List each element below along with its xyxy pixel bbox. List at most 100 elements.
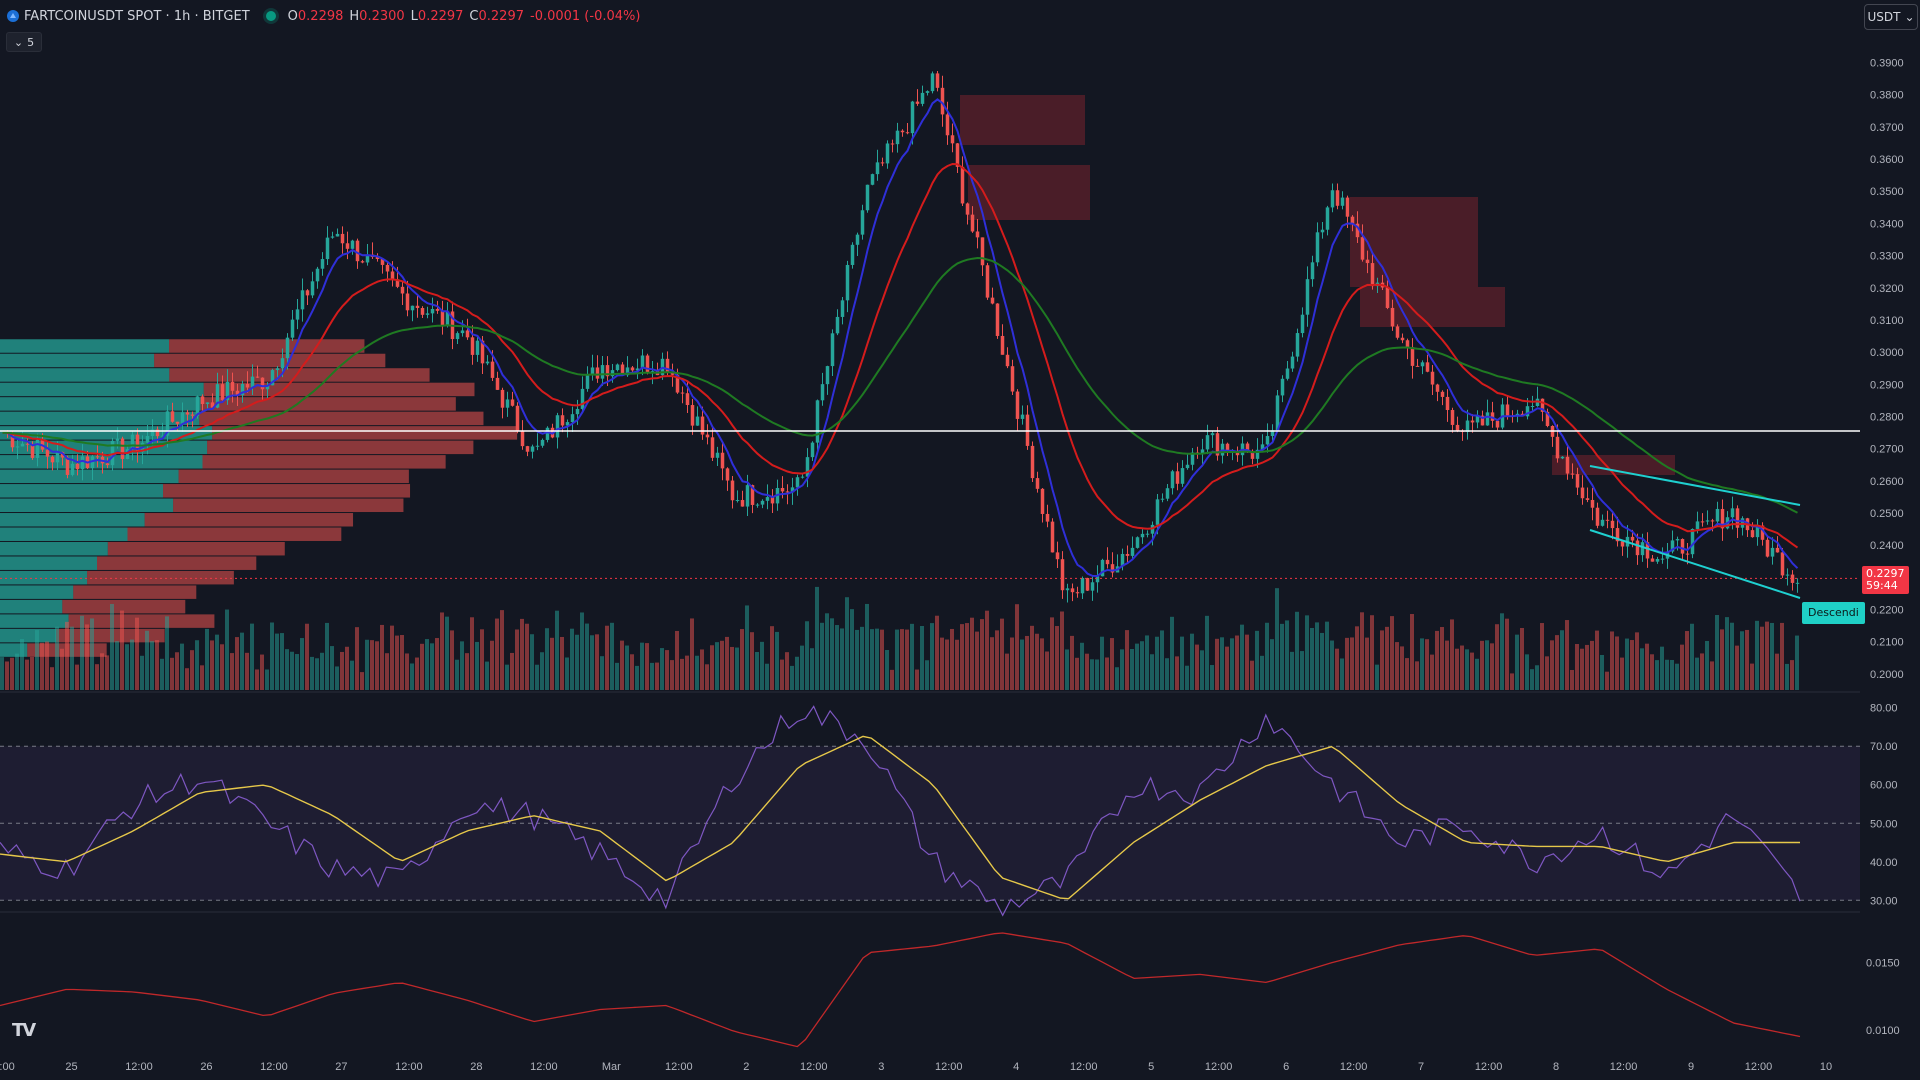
candle-body — [1000, 335, 1005, 355]
volume-bar — [295, 654, 299, 690]
candle-body — [1615, 528, 1620, 542]
candle-body — [875, 162, 880, 175]
candle-body — [400, 286, 405, 294]
candle-body — [1015, 391, 1020, 419]
volume-bar — [550, 637, 554, 690]
candle-body — [390, 271, 395, 280]
volume-bar — [1285, 620, 1289, 690]
indicators-collapse-button[interactable]: ⌄ 5 — [6, 32, 42, 52]
candle-body — [950, 135, 955, 144]
candle-body — [1455, 424, 1460, 431]
candle-body — [1160, 498, 1165, 500]
candle-body — [125, 449, 130, 459]
candle-body — [1370, 263, 1375, 287]
candle-body — [935, 73, 940, 88]
rsi-axis-label: 60.00 — [1870, 780, 1898, 792]
rsi-axis-label: 70.00 — [1870, 741, 1898, 753]
volume-bar — [765, 663, 769, 690]
candle-body — [815, 400, 820, 443]
volume-bar — [1675, 663, 1679, 690]
symbol-title[interactable]: FARTCOINUSDT SPOT · 1h · BITGET — [24, 8, 250, 24]
candle-body — [675, 374, 680, 393]
candle-body — [420, 308, 425, 315]
volume-bar — [930, 623, 934, 690]
volume-bar — [1490, 643, 1494, 690]
candle-body — [470, 337, 475, 355]
candle-body — [1700, 521, 1705, 523]
volume-bar — [1240, 624, 1244, 690]
volume-bar — [1575, 643, 1579, 690]
volume-bar — [145, 630, 149, 690]
volume-profile-up-bar — [0, 484, 164, 498]
candle-body — [780, 488, 785, 492]
volume-bar — [1150, 654, 1154, 690]
time-axis-label: 12:00 — [1610, 1061, 1638, 1073]
currency-button[interactable]: USDT ⌄ — [1864, 4, 1918, 30]
time-axis-label: 12:00 — [1475, 1061, 1503, 1073]
volume-bar — [1160, 630, 1164, 690]
volume-bar — [170, 657, 174, 690]
volume-bar — [575, 634, 579, 690]
volume-bar — [555, 610, 559, 690]
candle-body — [910, 101, 915, 134]
volume-bar — [880, 629, 884, 690]
candle-body — [295, 309, 300, 320]
volume-profile-down-bar — [97, 556, 257, 570]
candle-body — [800, 476, 805, 478]
ohlc-high: H0.2300 — [349, 8, 405, 24]
candle-body — [1200, 449, 1205, 454]
candle-body — [1340, 197, 1345, 206]
candle-body — [360, 261, 365, 263]
volume-bar — [260, 654, 264, 690]
volume-bar — [1080, 642, 1084, 690]
candle-body — [585, 374, 590, 389]
candle-body — [1315, 232, 1320, 263]
volume-bar — [450, 630, 454, 690]
volume-bar — [285, 649, 289, 690]
candle-body — [1755, 525, 1760, 538]
candle-body — [440, 310, 445, 327]
volume-bar — [465, 653, 469, 690]
volume-bar — [240, 632, 244, 690]
candle-body — [1595, 507, 1600, 526]
volume-bar — [1710, 661, 1714, 690]
volume-bar — [1450, 619, 1454, 690]
volume-bar — [1405, 658, 1409, 690]
candle-body — [345, 243, 350, 249]
candle-body — [955, 143, 960, 167]
volume-profile-up-bar — [0, 411, 200, 426]
volume-profile-down-bar — [169, 339, 365, 353]
time-axis-label: 2 — [743, 1061, 749, 1073]
volume-bar — [1550, 640, 1554, 690]
pattern-label[interactable]: Descendi — [1802, 602, 1865, 624]
candle-body — [200, 396, 205, 405]
volume-bar — [345, 646, 349, 690]
candle-body — [1485, 412, 1490, 426]
volume-bar — [1090, 659, 1094, 690]
volume-bar — [55, 626, 59, 690]
volume-bar — [970, 617, 974, 690]
volume-bar — [515, 629, 519, 690]
volume-bar — [530, 634, 534, 690]
time-axis-label: 7 — [1418, 1061, 1424, 1073]
volume-profile-down-bar — [73, 585, 197, 599]
candle-body — [1345, 197, 1350, 217]
volume-bar — [990, 637, 994, 690]
candle-body — [545, 427, 550, 440]
candle-body — [25, 443, 30, 445]
price-axis-label: 0.3000 — [1870, 347, 1904, 359]
volume-bar — [900, 629, 904, 690]
candle-body — [1085, 577, 1090, 591]
volume-bar — [1305, 615, 1309, 690]
volume-bar — [325, 622, 329, 690]
volume-bar — [665, 650, 669, 690]
chevron-down-icon: ⌄ — [1904, 10, 1915, 24]
volume-profile-up-bar — [0, 469, 179, 484]
candle-body — [540, 439, 545, 446]
candle-body — [20, 443, 25, 447]
volume-bar — [1120, 649, 1124, 690]
volume-bar — [1590, 640, 1594, 690]
candle-body — [560, 415, 565, 426]
volume-bar — [1010, 637, 1014, 690]
